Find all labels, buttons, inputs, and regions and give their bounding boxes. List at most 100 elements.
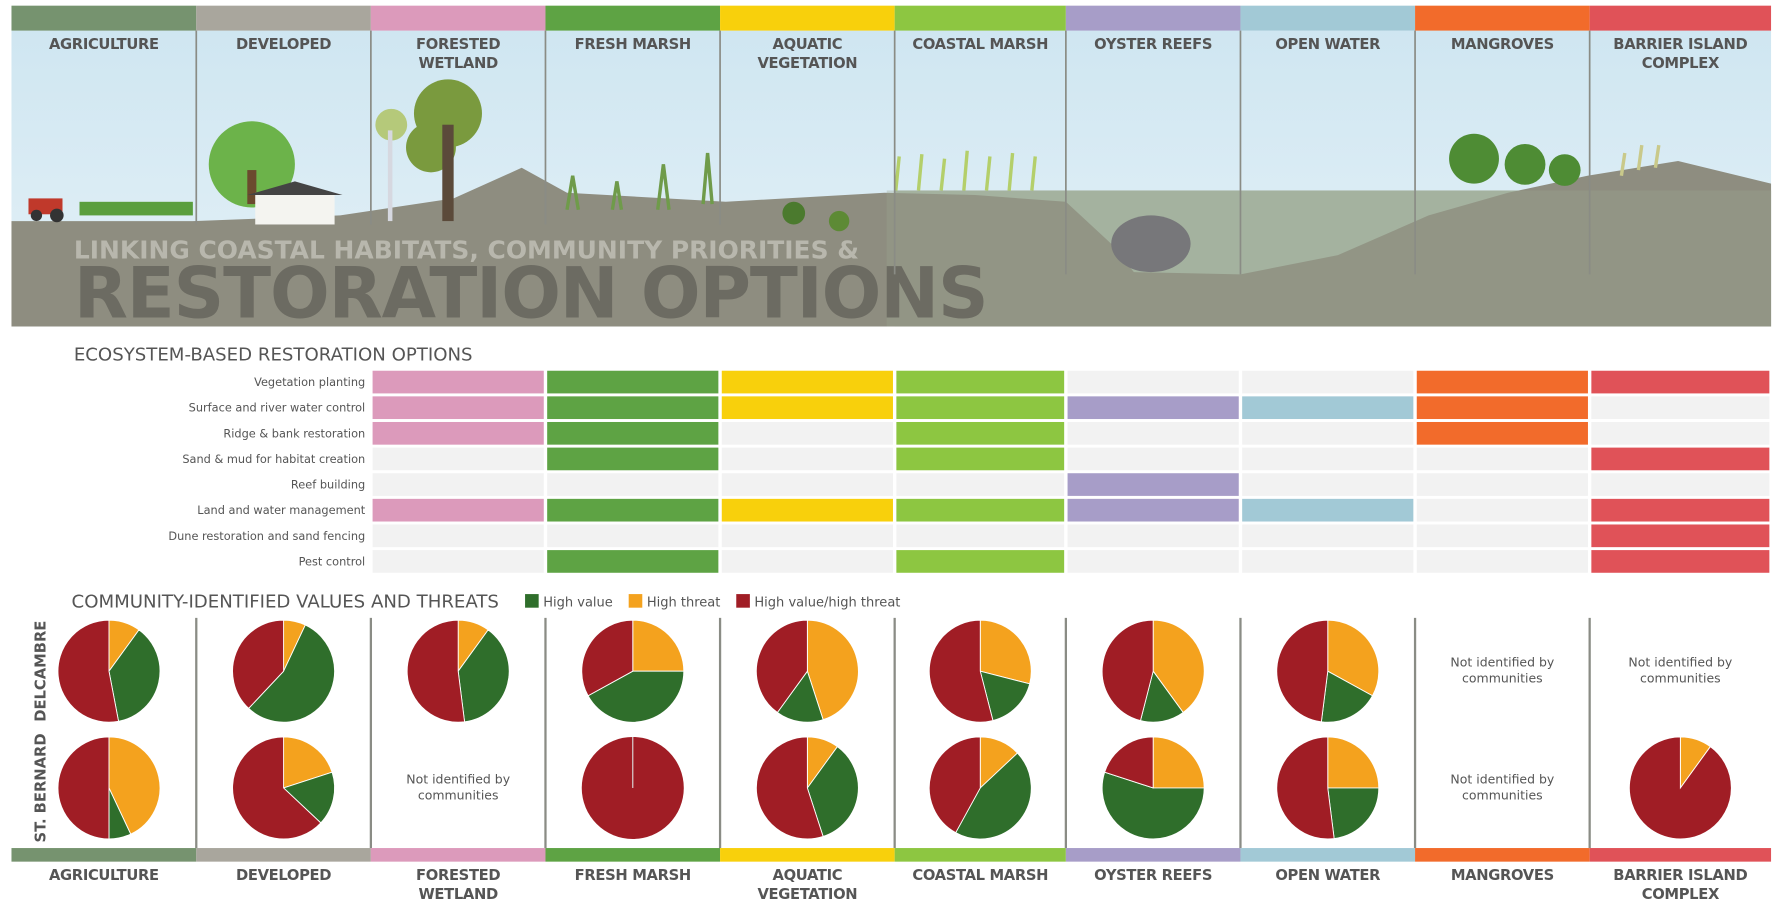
option-label: Sand & mud for habitat creation — [182, 452, 365, 466]
habitat-bottom-label-box: DEVELOPED — [201, 866, 367, 907]
habitat-top-label-box: AGRICULTURE — [16, 35, 192, 80]
habitat-bottom-label: AGRICULTURE — [49, 866, 159, 885]
habitat-bottom-label-box: FRESH MARSH — [550, 866, 716, 907]
pie-slice — [407, 620, 464, 722]
habitat-bottom-label: AQUATIC VEGETATION — [725, 866, 891, 905]
option-cell — [896, 473, 1064, 496]
title-line2: RESTORATION OPTIONS — [74, 252, 988, 334]
habitat-top-label: FRESH MARSH — [575, 35, 691, 54]
option-cell — [547, 396, 718, 419]
not-identified-note: Not identified by communities — [1434, 772, 1570, 804]
not-identified-note: Not identified by communities — [1434, 655, 1570, 687]
habitat-top-bar — [1240, 6, 1415, 31]
option-cell — [373, 422, 544, 445]
habitat-bottom-bar — [1066, 848, 1241, 862]
option-cell — [1591, 396, 1769, 419]
habitat-bottom-label-wrap: OYSTER REEFS — [1070, 866, 1236, 907]
option-cell — [373, 499, 544, 522]
pie-slice — [633, 620, 684, 671]
habitat-top-label-wrap: AQUATIC VEGETATION — [725, 35, 891, 80]
option-label: Pest control — [299, 554, 366, 568]
option-cell — [1417, 473, 1588, 496]
habitat-top-label-box: COASTAL MARSH — [899, 35, 1061, 80]
habitat-bottom-label: DEVELOPED — [236, 866, 331, 885]
habitat-top-bar — [895, 6, 1066, 31]
not-identified-note-box: Not identified by communities — [1434, 754, 1570, 822]
habitat-bottom-label: FRESH MARSH — [575, 866, 691, 885]
option-cell — [896, 524, 1064, 547]
option-cell — [1242, 524, 1413, 547]
habitat-bottom-label: BARRIER ISLAND COMPLEX — [1594, 866, 1766, 905]
not-identified-note-wrap: Not identified by communities — [1434, 637, 1570, 705]
option-cell — [1068, 499, 1239, 522]
option-cell — [896, 499, 1064, 522]
habitat-bottom-label-wrap: MANGROVES — [1420, 866, 1586, 907]
not-identified-note-box: Not identified by communities — [390, 754, 526, 822]
option-cell — [722, 371, 893, 394]
legend-label: High threat — [647, 596, 721, 611]
option-label: Dune restoration and sand fencing — [168, 529, 365, 543]
option-cell — [1242, 396, 1413, 419]
option-cell — [1591, 422, 1769, 445]
legend-label: High value/high threat — [754, 596, 900, 611]
not-identified-note-box: Not identified by communities — [1612, 637, 1748, 705]
habitat-top-label: COASTAL MARSH — [912, 35, 1048, 54]
option-cell — [722, 448, 893, 471]
water-overlay — [887, 190, 1771, 326]
option-cell — [1068, 396, 1239, 419]
legend-swatch — [736, 594, 750, 608]
pie-slice — [1277, 620, 1328, 722]
option-cell — [722, 396, 893, 419]
habitat-bottom-label-wrap: COASTAL MARSH — [899, 866, 1061, 907]
option-cell — [1242, 422, 1413, 445]
option-cell — [373, 550, 544, 573]
option-cell — [547, 524, 718, 547]
habitat-bottom-label-box: AQUATIC VEGETATION — [725, 866, 891, 907]
habitat-top-label: AQUATIC VEGETATION — [725, 35, 891, 74]
habitat-top-bar — [11, 6, 196, 31]
habitat-top-label: OPEN WATER — [1275, 35, 1380, 54]
habitat-top-label-box: MANGROVES — [1420, 35, 1586, 80]
habitat-bottom-label-wrap: AQUATIC VEGETATION — [725, 866, 891, 907]
not-identified-note-wrap: Not identified by communities — [1434, 754, 1570, 822]
option-cell — [1242, 448, 1413, 471]
habitat-top-label-wrap: DEVELOPED — [201, 35, 367, 80]
habitat-top-label-box: FRESH MARSH — [550, 35, 716, 80]
restoration-title: ECOSYSTEM-BASED RESTORATION OPTIONS — [74, 345, 473, 366]
option-cell — [1068, 473, 1239, 496]
habitat-bottom-label: COASTAL MARSH — [912, 866, 1048, 885]
habitat-bottom-label: FORESTED WETLAND — [375, 866, 541, 905]
option-cell — [896, 448, 1064, 471]
option-cell — [896, 422, 1064, 445]
habitat-bottom-label-box: AGRICULTURE — [16, 866, 192, 907]
habitat-bottom-bar — [196, 848, 371, 862]
habitat-bottom-bar — [895, 848, 1066, 862]
option-cell — [1417, 422, 1588, 445]
habitat-bottom-bar — [720, 848, 895, 862]
habitat-bottom-bar — [371, 848, 546, 862]
option-cell — [1591, 371, 1769, 394]
habitat-top-label: FORESTED WETLAND — [375, 35, 541, 74]
habitat-top-label-box: AQUATIC VEGETATION — [725, 35, 891, 80]
option-cell — [722, 550, 893, 573]
habitat-top-label-wrap: OPEN WATER — [1245, 35, 1411, 80]
habitat-top-label: AGRICULTURE — [49, 35, 159, 54]
option-cell — [1242, 371, 1413, 394]
option-cell — [547, 473, 718, 496]
option-cell — [1068, 524, 1239, 547]
option-cell — [896, 371, 1064, 394]
option-cell — [896, 396, 1064, 419]
option-cell — [547, 550, 718, 573]
pie-slice — [58, 737, 109, 839]
habitat-bottom-label-wrap: BARRIER ISLAND COMPLEX — [1594, 866, 1766, 907]
legend-swatch — [525, 594, 539, 608]
legend-swatch — [629, 594, 643, 608]
option-label: Ridge & bank restoration — [223, 426, 365, 440]
pie-slice — [1629, 737, 1731, 839]
option-cell — [1417, 448, 1588, 471]
habitat-top-label-wrap: BARRIER ISLAND COMPLEX — [1594, 35, 1766, 80]
habitat-bottom-label-wrap: AGRICULTURE — [16, 866, 192, 907]
row-label: DELCAMBRE — [32, 621, 49, 722]
habitat-bottom-label-wrap: DEVELOPED — [201, 866, 367, 907]
habitat-top-label-box: OPEN WATER — [1245, 35, 1411, 80]
